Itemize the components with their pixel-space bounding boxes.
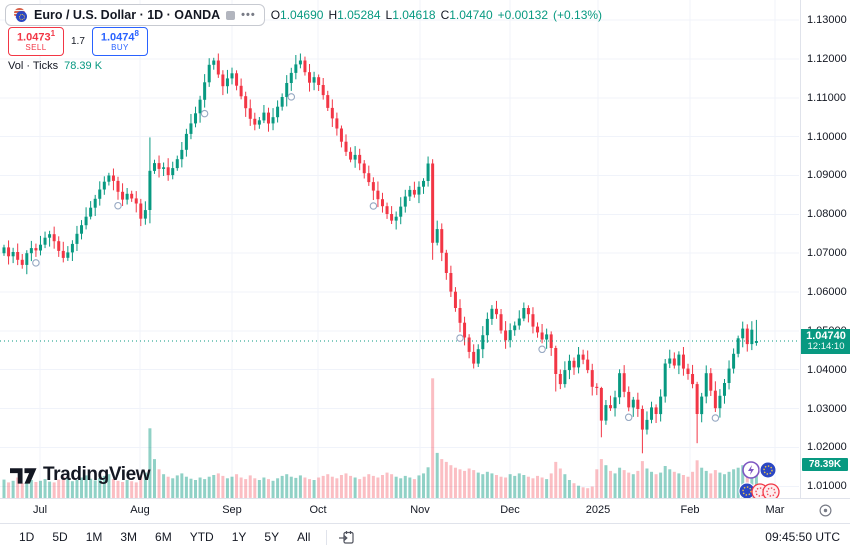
sell-button[interactable]: 1.04731 SELL: [8, 27, 64, 56]
volume-value-badge: 78.39K: [802, 457, 848, 471]
buy-button[interactable]: 1.04748 BUY: [91, 27, 148, 56]
clock-utc[interactable]: 09:45:50 UTC: [765, 530, 840, 544]
price-tick-label: 1.01000: [807, 480, 847, 493]
time-tick-mar: Mar: [765, 504, 785, 516]
range-button-all[interactable]: All: [288, 527, 319, 547]
last-price-badge: 1.04740 12:14:10: [801, 329, 850, 354]
event-marker: [711, 414, 720, 422]
date-range-buttons: 1D 5D 1M 3M 6M YTD 1Y 5Y All: [10, 527, 319, 547]
hide-legend-icon[interactable]: [226, 10, 236, 20]
range-button-3m[interactable]: 3M: [111, 527, 146, 547]
bottom-toolbar: 1D 5D 1M 3M 6M YTD 1Y 5Y All 09:45:50 UTC: [0, 523, 850, 550]
volume-legend-title: Vol · Ticks: [8, 60, 59, 72]
ohlc-values: O1.04690 H1.05284 L1.04618 C1.04740 +0.0…: [270, 8, 603, 22]
time-tick-aug: Aug: [130, 504, 150, 516]
high-value: 1.05284: [337, 8, 381, 22]
price-chart-canvas[interactable]: [0, 0, 799, 498]
range-button-1m[interactable]: 1M: [77, 527, 112, 547]
toolbar-divider: [326, 529, 328, 545]
range-button-1d[interactable]: 1D: [10, 527, 43, 547]
price-tick-label: 1.02000: [807, 441, 847, 454]
range-button-5d[interactable]: 5D: [43, 527, 76, 547]
price-tick-label: 1.12000: [807, 52, 847, 65]
time-tick-sep: Sep: [222, 504, 242, 516]
trade-buttons: 1.04731 SELL 1.7 1.04748 BUY: [8, 27, 148, 56]
price-tick-label: 1.07000: [807, 247, 847, 260]
range-button-5y[interactable]: 5Y: [255, 527, 288, 547]
price-tick-label: 1.03000: [807, 402, 847, 415]
economic-event-eu-icon[interactable]: [759, 461, 777, 479]
go-to-date-button[interactable]: [334, 527, 359, 547]
time-tick-nov: Nov: [410, 504, 430, 516]
tradingview-logo-icon: [10, 468, 37, 484]
volume-indicator-legend[interactable]: Vol · Ticks 78.39 K: [8, 60, 102, 72]
bar-countdown: 12:14:10: [807, 341, 845, 352]
event-marker: [538, 345, 546, 354]
price-axis[interactable]: 1.04740 12:14:10 78.39K 1.13000 1.12000 1.…: [800, 0, 850, 523]
time-axis[interactable]: Jul Aug Sep Oct Nov Dec 2025 Feb Mar: [0, 498, 850, 523]
go-to-date-icon: [339, 531, 355, 544]
economic-event-red-icon[interactable]: [762, 483, 780, 498]
time-tick-feb: Feb: [680, 504, 700, 516]
change-percent: (+0.13%): [553, 8, 603, 22]
price-tick-label: 1.09000: [807, 169, 847, 182]
range-button-6m[interactable]: 6M: [146, 527, 181, 547]
watermark-text: TradingView: [43, 464, 151, 485]
close-value: 1.04740: [449, 8, 493, 22]
event-marker: [456, 334, 464, 342]
volume-legend-value: 78.39 K: [64, 60, 103, 72]
event-marker: [114, 201, 122, 210]
symbol-button[interactable]: Euro / U.S. Dollar · 1D · OANDA •••: [5, 4, 265, 26]
chart-area[interactable]: TradingView Euro / U.S. Dollar · 1D · OA…: [0, 0, 800, 498]
spread-value: 1.7: [71, 36, 85, 47]
time-tick-jul: Jul: [32, 504, 48, 516]
economic-event-flash-icon[interactable]: [742, 461, 760, 479]
scale-reset-icon[interactable]: [818, 503, 833, 518]
event-marker: [369, 202, 378, 210]
eurusd-flag-icon: [14, 8, 28, 22]
open-value: 1.04690: [280, 8, 324, 22]
low-value: 1.04618: [392, 8, 436, 22]
range-button-ytd[interactable]: YTD: [181, 527, 223, 547]
price-tick-label: 1.08000: [807, 208, 847, 221]
more-options-icon[interactable]: •••: [241, 9, 256, 21]
time-tick-oct: Oct: [309, 504, 327, 516]
range-button-1y[interactable]: 1Y: [223, 527, 256, 547]
tradingview-watermark: TradingView: [10, 464, 151, 486]
symbol-title: Euro / U.S. Dollar · 1D · OANDA: [34, 8, 221, 22]
price-tick-label: 1.10000: [807, 130, 847, 143]
price-tick-label: 1.11000: [807, 91, 846, 104]
event-marker: [200, 109, 209, 118]
price-tick-label: 1.06000: [807, 286, 847, 299]
chart-legend: Euro / U.S. Dollar · 1D · OANDA ••• O1.0…: [5, 4, 602, 26]
last-price-value: 1.04740: [806, 330, 846, 342]
change-value: +0.00132: [497, 8, 549, 22]
event-marker: [624, 413, 633, 422]
price-tick-label: 1.04000: [807, 363, 847, 376]
time-tick-2025: 2025: [585, 504, 611, 516]
event-marker: [32, 259, 40, 267]
price-tick-label: 1.13000: [807, 14, 847, 27]
event-marker: [287, 93, 296, 101]
time-tick-dec: Dec: [500, 504, 520, 516]
